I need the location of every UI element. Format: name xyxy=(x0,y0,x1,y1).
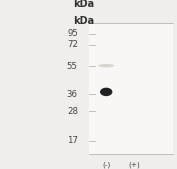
Text: (+): (+) xyxy=(129,161,140,168)
Text: 72: 72 xyxy=(67,40,78,49)
Text: 95: 95 xyxy=(67,29,78,39)
Text: 36: 36 xyxy=(67,90,78,99)
Text: 17: 17 xyxy=(67,136,78,145)
Text: kDa: kDa xyxy=(73,16,94,26)
Ellipse shape xyxy=(100,88,112,96)
Text: 28: 28 xyxy=(67,107,78,116)
Ellipse shape xyxy=(98,64,114,67)
Text: 55: 55 xyxy=(67,62,78,71)
Bar xyxy=(88,23,173,154)
Text: kDa: kDa xyxy=(73,0,94,9)
Text: (-): (-) xyxy=(102,161,110,168)
